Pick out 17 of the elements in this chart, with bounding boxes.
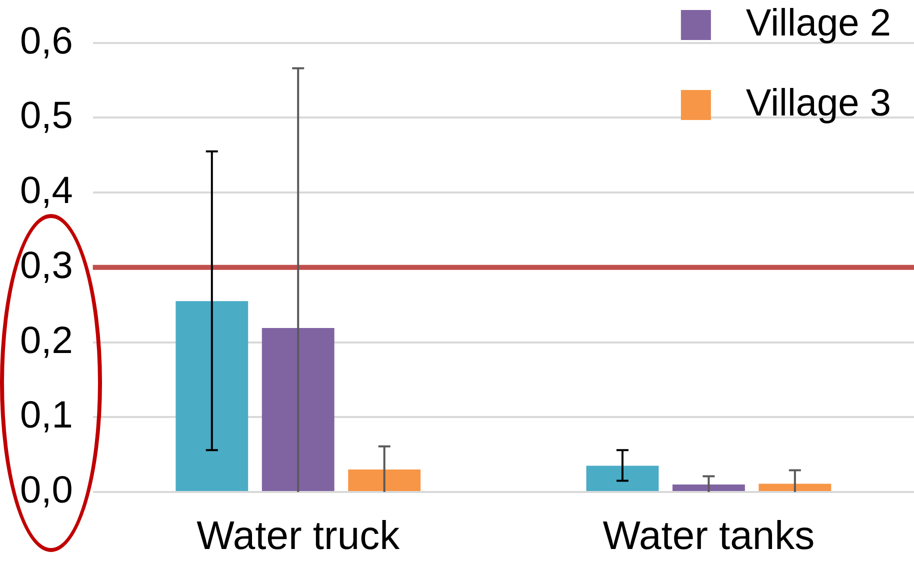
y-tick-label: 0,6: [20, 20, 73, 62]
y-tick-label: 0,1: [20, 394, 73, 437]
bar: [176, 301, 248, 491]
bar: [672, 484, 745, 491]
bar: [348, 470, 421, 491]
y-tick-label: 0,2: [20, 320, 73, 362]
legend-label: Village 2: [746, 2, 892, 44]
y-tick-label: 0,4: [20, 170, 73, 212]
x-tick-label: Water tanks: [602, 514, 815, 558]
legend-label: Village 3: [746, 82, 892, 124]
x-tick-label: Water truck: [196, 514, 401, 558]
y-tick-label: 0,5: [20, 95, 73, 138]
y-tick-label: 0,3: [20, 244, 73, 287]
bar: [262, 328, 334, 491]
bar: [586, 466, 659, 491]
y-tick-label: 0,0: [20, 469, 73, 512]
bar: [758, 484, 832, 491]
